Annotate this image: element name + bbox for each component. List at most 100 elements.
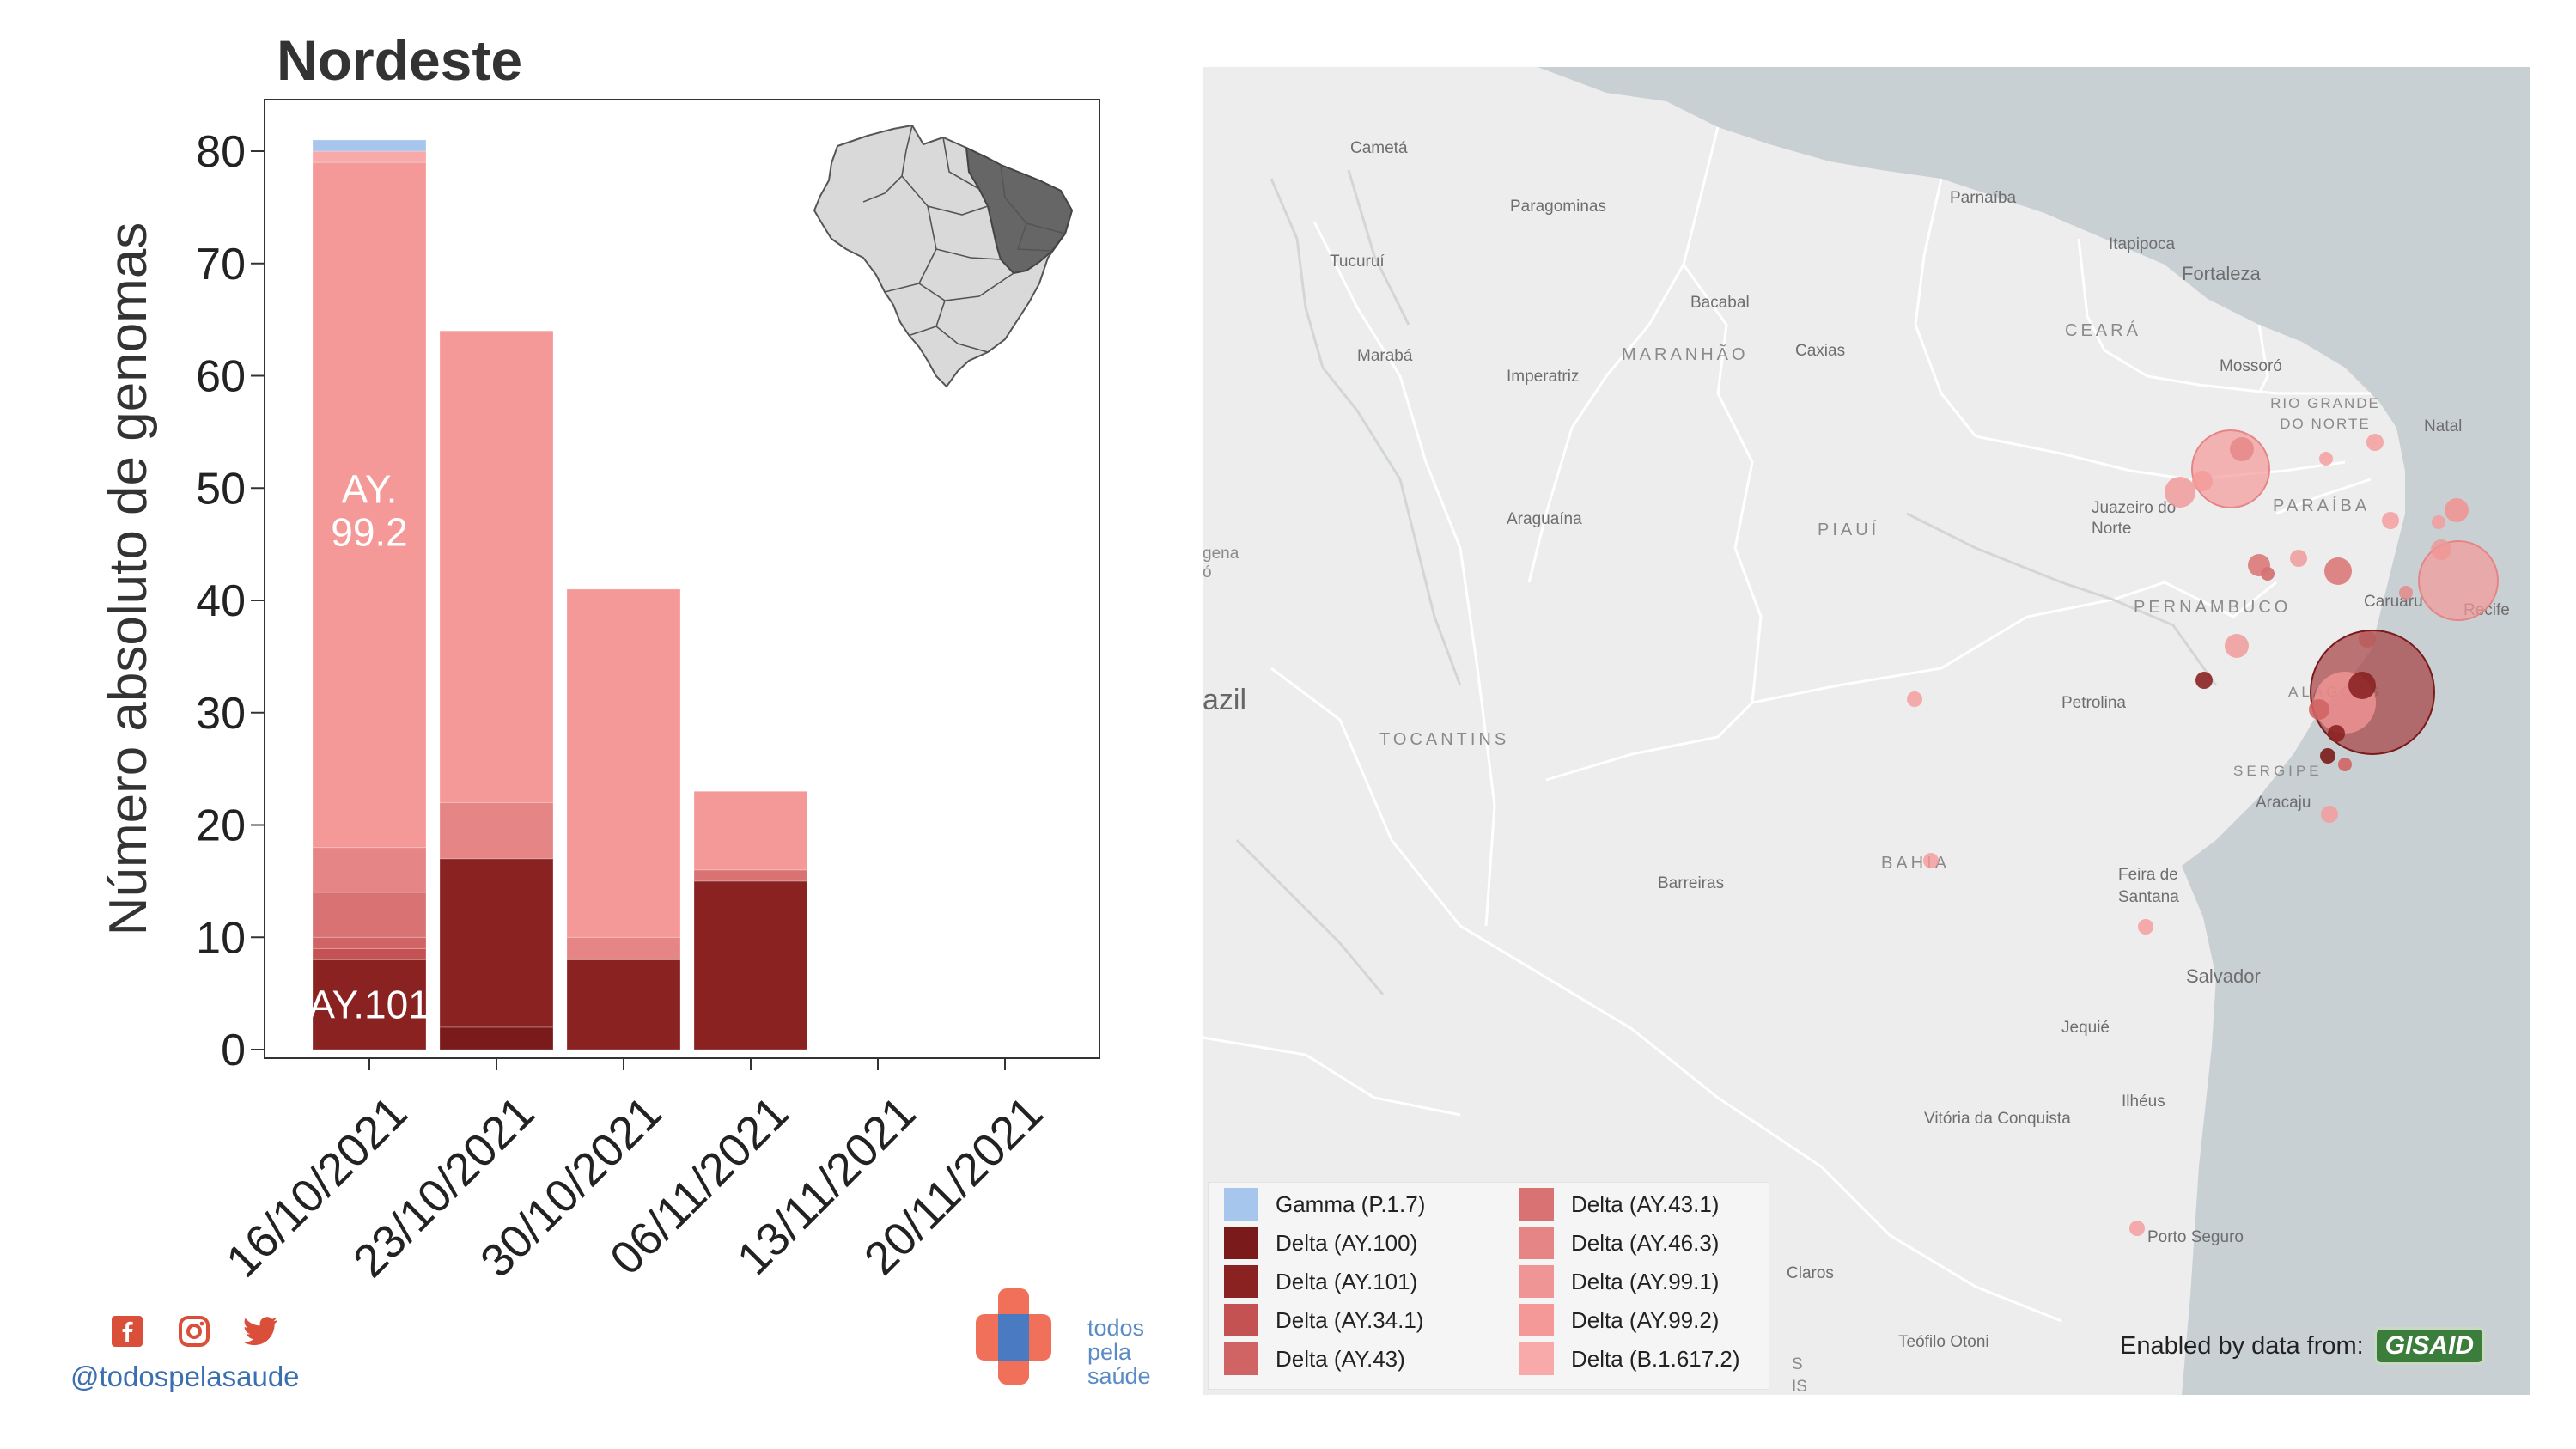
bar-segment[interactable] [312,150,427,163]
bar-segment[interactable] [312,161,427,849]
map-state-label: PERNAMBUCO [2134,598,2292,617]
sample-bubble[interactable] [2192,471,2213,491]
sample-bubble[interactable] [2399,586,2413,600]
sample-bubble[interactable] [2382,512,2399,529]
ocean-area [1538,67,2530,1395]
bar-segment[interactable] [693,880,808,1050]
sample-bubble[interactable] [2320,748,2335,764]
legend-label: Delta (AY.99.1) [1571,1268,1720,1294]
instagram-icon[interactable] [177,1314,211,1349]
bar-segment[interactable] [312,959,427,1050]
y-tick-label: 60 [196,352,246,402]
legend-item[interactable]: Delta (AY.101) [1224,1265,1417,1298]
y-tick-label: 10 [196,913,246,963]
gisaid-logo[interactable]: GISAID [2373,1327,2486,1365]
brazil-inset-map [813,124,1074,388]
bar-segment[interactable] [566,936,681,960]
sample-bubble[interactable] [1907,691,1922,707]
sample-bubble[interactable] [2338,758,2352,771]
legend-label: Delta (AY.43) [1276,1345,1405,1372]
legend-swatch [1519,1342,1554,1375]
sample-bubble[interactable] [2432,515,2445,529]
map-city-label: Caxias [1795,342,1846,360]
sample-bubble[interactable] [2290,550,2307,567]
map-city-label: Claros [1787,1264,1834,1282]
social-links [110,1314,278,1349]
bar-segment[interactable] [439,801,554,860]
legend-item[interactable]: Delta (AY.100) [1224,1227,1417,1259]
legend-item[interactable]: Delta (AY.99.2) [1519,1304,1719,1336]
legend-label: Delta (AY.101) [1276,1268,1418,1294]
sample-bubble[interactable] [2138,919,2153,935]
bar-segment[interactable] [693,790,808,871]
sample-bubble[interactable] [2445,498,2469,522]
sample-bubble[interactable] [2431,539,2451,560]
map-city-label: Cametá [1350,139,1408,157]
map-city-label: Parnaíba [1950,189,2017,207]
sample-bubble[interactable] [2225,634,2249,658]
bar-segment[interactable] [566,588,681,938]
legend-label: Delta (AY.46.3) [1571,1229,1720,1256]
chart-title: Nordeste [277,28,523,92]
bar-segment[interactable] [312,947,427,960]
sample-bubble[interactable] [2321,806,2338,823]
bar-segment[interactable] [312,892,427,938]
y-tick-label: 80 [196,127,246,177]
sample-bubble[interactable] [2418,540,2499,621]
map-city-label: Fortaleza [2182,263,2261,284]
sample-bubble[interactable] [2129,1221,2145,1236]
legend-item[interactable]: Delta (AY.43) [1224,1342,1405,1375]
todos-pela-saude-logo [976,1288,1051,1385]
legend-item[interactable]: Delta (AY.99.1) [1519,1265,1719,1298]
sample-bubble[interactable] [1923,853,1939,868]
bar-segment[interactable] [439,1026,554,1050]
sample-bubble[interactable] [2195,672,2213,689]
map-city-label: Petrolina [2061,694,2126,712]
bar-segment[interactable] [312,936,427,949]
logo-line: todos [1087,1315,1145,1341]
map-state-label: CEARÁ [2065,321,2141,340]
sample-bubble[interactable] [2324,557,2352,585]
sample-bubble[interactable] [2309,699,2329,720]
legend-item[interactable]: Delta (AY.46.3) [1519,1227,1719,1259]
bar-segment[interactable] [312,139,427,152]
sample-bubble[interactable] [2248,554,2270,576]
legend-label: Delta (AY.43.1) [1571,1190,1720,1217]
twitter-icon[interactable] [244,1314,278,1349]
facebook-icon[interactable] [110,1314,144,1349]
bar-segment[interactable] [693,869,808,882]
social-handle[interactable]: @todospelasaude [70,1361,300,1392]
legend-swatch [1224,1342,1258,1375]
map-panel[interactable]: Cametá Paragominas Tucuruí Bacabal Marabá Cax… [1203,67,2530,1395]
y-tick-label: 40 [196,576,246,626]
legend-item[interactable]: Delta (AY.34.1) [1224,1304,1423,1336]
legend-label: Gamma (P.1.7) [1276,1190,1426,1217]
sample-bubble[interactable] [2230,437,2254,461]
logo-line: pela [1087,1339,1132,1365]
legend-swatch [1224,1188,1258,1221]
bar-segment[interactable] [439,330,554,803]
bar-segment[interactable] [439,858,554,1028]
sample-bubble[interactable] [2366,434,2384,451]
legend-item[interactable]: Gamma (P.1.7) [1224,1188,1425,1221]
map-edge-label: ó [1203,563,1212,581]
bar-annotation: AY.101 [308,983,430,1027]
legend-item[interactable]: Delta (AY.43.1) [1519,1188,1719,1221]
map-city-label: Paragominas [1510,198,1606,216]
sample-bubble[interactable] [2328,725,2345,742]
map-city-label: Imperatriz [1507,368,1580,386]
bar-annotations: AY.101 AY.99.2 [308,466,430,1026]
sample-bubble[interactable] [2165,477,2195,508]
sample-bubble[interactable] [2348,672,2376,699]
legend-label: Delta (AY.34.1) [1276,1306,1424,1333]
legend-swatch [1224,1265,1258,1298]
bar-annotation: AY. [342,466,398,511]
sample-bubble[interactable] [2319,452,2333,466]
legend-item[interactable]: Delta (B.1.617.2) [1519,1342,1740,1375]
legend-swatch [1519,1265,1554,1298]
sample-bubble[interactable] [2191,429,2270,508]
bar-segment[interactable] [312,847,427,893]
map-state-label: PARAÍBA [2273,496,2371,515]
bar-segment[interactable] [566,959,681,1050]
bars-group [312,139,808,1050]
